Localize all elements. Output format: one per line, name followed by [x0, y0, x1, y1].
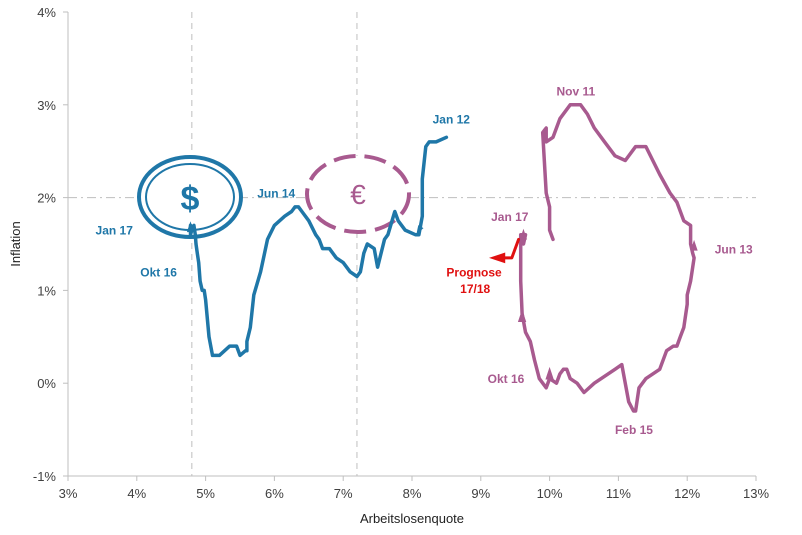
us-direction-arrow: [186, 221, 195, 233]
reference-lines: [68, 12, 756, 476]
x-tick-label: 4%: [127, 486, 146, 501]
x-tick-label: 5%: [196, 486, 215, 501]
euro-coin-icon: €: [305, 154, 411, 234]
ez-direction-arrow: [690, 239, 698, 251]
annotation-label: 17/18: [460, 282, 490, 296]
us-series-line: [188, 135, 449, 358]
ez-direction-arrow: [517, 309, 527, 322]
x-tick-label: 7%: [334, 486, 353, 501]
annotation-label: Okt 16: [140, 265, 177, 279]
x-tick-label: 10%: [537, 486, 563, 501]
forecast-arrowhead: [489, 252, 506, 264]
annotation-label: Nov 11: [556, 85, 595, 99]
x-tick-label: 3%: [59, 486, 78, 501]
ez-direction-arrow: [519, 228, 528, 240]
y-tick-label: 2%: [37, 191, 56, 206]
x-tick-label: 9%: [471, 486, 490, 501]
annotation-label: Jun 13: [715, 242, 753, 256]
ez-direction-arrow: [545, 366, 554, 380]
annotation-label: Jan 17: [96, 224, 134, 238]
x-tick-label: 6%: [265, 486, 284, 501]
currency-symbols: $ €: [137, 154, 411, 239]
series: [188, 103, 696, 413]
annotation-label: Jan 17: [491, 210, 529, 224]
annotation-label: Jun 14: [257, 187, 295, 201]
y-axis-label: Inflation: [8, 221, 23, 267]
y-tick-label: 0%: [37, 376, 56, 391]
annotation-label: Okt 16: [488, 372, 525, 386]
annotation-label: Feb 15: [615, 423, 653, 437]
annotation-label: Jan 12: [433, 112, 471, 126]
eurozone-series-line: [518, 103, 696, 413]
arrow-markers: [186, 221, 698, 380]
y-tick-label: 1%: [37, 283, 56, 298]
axes: 3% 4% 5% 6% 7% 8% 9% 10% 11% 12% 13% -1% 0% 1% 2% 3% 4%: [33, 5, 770, 501]
svg-text:€: €: [350, 179, 366, 210]
annotations: Jan 12 Jun 14 Jan 17 Okt 16 Nov 11 Jun 13 Feb …: [96, 85, 754, 438]
x-tick-label: 11%: [606, 486, 631, 501]
y-tick-label: -1%: [33, 469, 57, 484]
annotation-label: Prognose: [446, 265, 502, 279]
x-tick-label: 12%: [674, 486, 700, 501]
y-tick-label: 3%: [37, 98, 56, 113]
svg-text:$: $: [181, 180, 200, 218]
x-tick-label: 8%: [403, 486, 422, 501]
x-tick-label: 13%: [743, 486, 769, 501]
us-direction-arrow: [416, 225, 424, 235]
y-tick-label: 4%: [37, 5, 56, 20]
x-axis-label: Arbeitslosenquote: [360, 511, 464, 526]
